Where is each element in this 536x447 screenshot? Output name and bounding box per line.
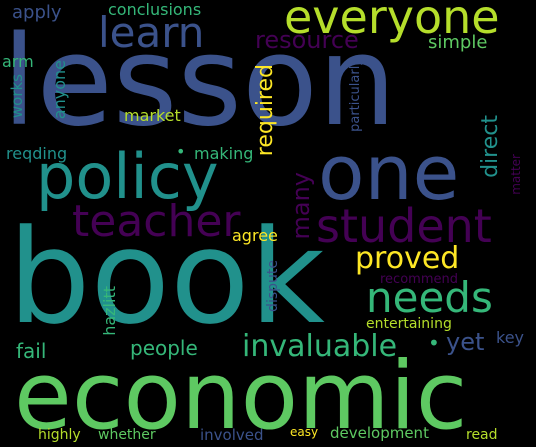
word-involved: involved bbox=[200, 426, 264, 444]
word-hazlitt: hazlitt bbox=[100, 286, 119, 336]
word-matter: matter bbox=[509, 154, 523, 195]
word-conclusions: conclusions bbox=[108, 0, 202, 19]
word-agree: agree bbox=[232, 226, 278, 245]
word-particularly: particularly bbox=[348, 58, 363, 132]
word-read: read bbox=[466, 427, 498, 443]
word-many: many bbox=[287, 172, 315, 240]
word-one: one bbox=[318, 128, 460, 217]
word-making: making bbox=[194, 144, 254, 163]
word-reqding: reqding bbox=[6, 144, 68, 163]
dot-2: • bbox=[428, 331, 440, 355]
word-lesson: lesson bbox=[2, 10, 397, 154]
word-economic: economic bbox=[14, 342, 468, 447]
word-arm: arm bbox=[2, 52, 34, 71]
word-direct: direct bbox=[478, 115, 503, 178]
word-whether: whether bbox=[98, 427, 156, 443]
word-policy: policy bbox=[36, 140, 219, 213]
word-anyone: anyone bbox=[50, 60, 69, 120]
word-market: market bbox=[124, 106, 181, 125]
word-student: student bbox=[316, 199, 492, 253]
word-dispute: dispute bbox=[265, 260, 281, 312]
word-entertaining: entertaining bbox=[366, 316, 452, 332]
word-required: required bbox=[253, 64, 278, 157]
word-proved: proved bbox=[355, 241, 460, 276]
word-needs: needs bbox=[366, 273, 493, 322]
word-invaluable: invaluable bbox=[242, 329, 398, 364]
word-development: development bbox=[330, 424, 429, 442]
word-key: key bbox=[496, 328, 525, 347]
word-fail: fail bbox=[16, 339, 47, 363]
word-highly: highly bbox=[38, 427, 81, 443]
word-people: people bbox=[130, 336, 198, 360]
word-simple: simple bbox=[428, 32, 488, 53]
word-easy: easy bbox=[290, 425, 319, 439]
word-resource: resource bbox=[255, 26, 359, 54]
word-yet: yet bbox=[446, 328, 485, 356]
word-recommend: recommend bbox=[380, 272, 458, 287]
word-learn: learn bbox=[98, 8, 205, 57]
dot-1: • bbox=[176, 142, 186, 161]
word-book: book bbox=[8, 201, 325, 353]
word-works: works bbox=[8, 74, 26, 119]
word-teacher: teacher bbox=[72, 196, 241, 247]
word-apply: apply bbox=[12, 2, 62, 23]
word-everyone: everyone bbox=[284, 0, 500, 44]
